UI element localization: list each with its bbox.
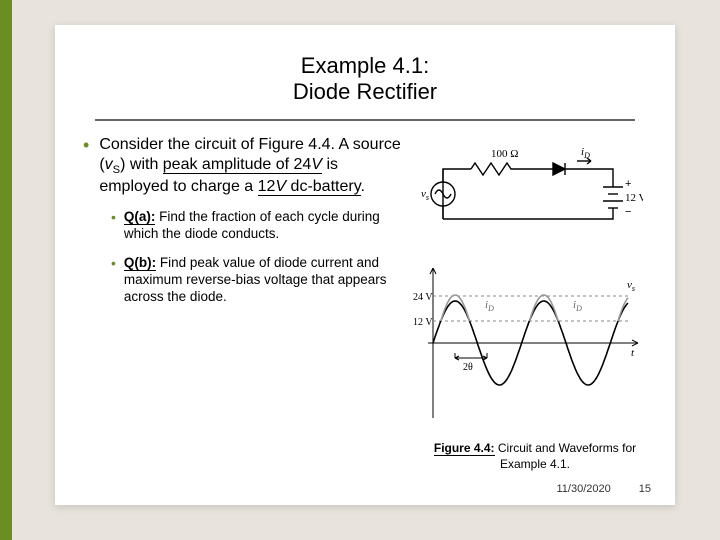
mb-mid: ) with	[120, 156, 163, 173]
slide-footer: 11/30/2020 15	[557, 483, 652, 495]
bullet-dot-icon: •	[111, 255, 116, 306]
fig-caption-rest: Circuit and Waveforms for Example 4.1.	[495, 441, 637, 471]
qb-body: Find peak value of diode current and max…	[124, 255, 387, 304]
accent-bar	[0, 0, 12, 540]
qa-bullet: • Q(a): Find the fraction of each cycle …	[111, 209, 405, 243]
main-bullet-text: Consider the circuit of Figure 4.4. A so…	[99, 135, 405, 197]
mb-u1v: V	[311, 156, 322, 173]
battery-label: 12 V	[625, 192, 643, 204]
title-rule	[95, 119, 635, 121]
title-line-2: Diode Rectifier	[293, 79, 437, 104]
id-wave-label-2: iD	[573, 299, 582, 313]
bullet-dot-icon: •	[83, 135, 89, 197]
qa-label: Q(a):	[124, 209, 156, 225]
mb-sub: S	[113, 164, 120, 176]
qb-bullet: • Q(b): Find peak value of diode current…	[111, 255, 405, 306]
waveform-diagram: 2θ 24 V 12 V vs iD iD t	[413, 258, 643, 428]
slide-title: Example 4.1: Diode Rectifier	[55, 25, 675, 119]
resistor-label: 100 Ω	[491, 148, 518, 160]
id-label: iD	[581, 146, 590, 160]
mb-u2b: dc-battery	[286, 178, 360, 195]
bullet-dot-icon: •	[111, 209, 116, 243]
mb-var: v	[105, 156, 113, 173]
qb-label: Q(b):	[124, 255, 156, 271]
level-12: 12 V	[413, 317, 433, 328]
mb-suffix: .	[361, 178, 365, 195]
footer-page: 15	[639, 483, 651, 495]
qa-body: Find the fraction of each cycle during w…	[124, 209, 380, 241]
slide: Example 4.1: Diode Rectifier • Consider …	[55, 25, 675, 505]
footer-date: 11/30/2020	[557, 483, 611, 495]
battery-minus: −	[625, 206, 631, 218]
vs-wave-label: vs	[627, 279, 635, 293]
qa-text: Q(a): Find the fraction of each cycle du…	[124, 209, 405, 243]
text-column: • Consider the circuit of Figure 4.4. A …	[83, 135, 413, 472]
figure-caption: Figure 4.4: Circuit and Waveforms for Ex…	[413, 441, 657, 472]
content-area: • Consider the circuit of Figure 4.4. A …	[55, 135, 675, 472]
qb-text: Q(b): Find peak value of diode current a…	[124, 255, 405, 306]
t-axis-label: t	[631, 347, 635, 359]
figure-column: 100 Ω iD vs + 12 V −	[413, 135, 657, 472]
id-wave-label: iD	[485, 299, 494, 313]
title-line-1: Example 4.1:	[301, 53, 429, 78]
mb-u2v: V	[275, 178, 286, 195]
level-24: 24 V	[413, 292, 433, 303]
circuit-diagram: 100 Ω iD vs + 12 V −	[413, 139, 643, 249]
battery-plus: +	[625, 178, 631, 190]
theta-label: 2θ	[463, 362, 473, 373]
mb-u2: 12	[258, 178, 276, 195]
main-bullet: • Consider the circuit of Figure 4.4. A …	[83, 135, 405, 197]
fig-caption-bold: Figure 4.4:	[434, 441, 495, 456]
mb-u1: peak amplitude of 24	[163, 156, 312, 173]
vs-label: vs	[421, 188, 429, 202]
